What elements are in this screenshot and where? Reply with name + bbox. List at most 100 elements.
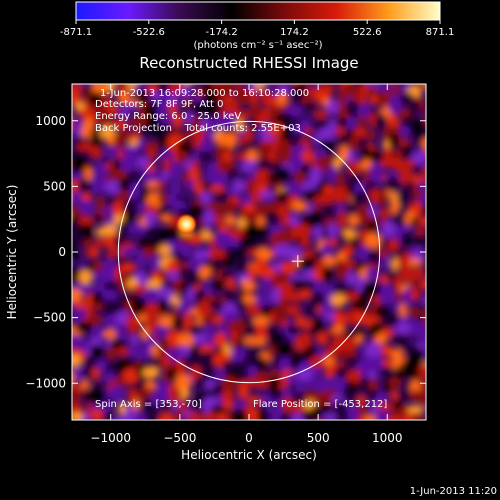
heatmap-texture-blob xyxy=(59,95,69,108)
heatmap-texture-blob xyxy=(421,203,426,215)
heatmap-texture-blob xyxy=(307,210,323,227)
heatmap-texture-blob xyxy=(303,306,316,317)
heatmap-texture-blob xyxy=(72,231,86,248)
heatmap-texture-blob xyxy=(89,92,104,104)
y-tick-label: 0 xyxy=(58,245,66,259)
heatmap-texture-blob xyxy=(390,257,399,272)
heatmap-texture-blob xyxy=(84,306,95,317)
heatmap-texture-blob xyxy=(78,270,93,286)
heatmap-texture-blob xyxy=(277,92,289,107)
heatmap-texture-blob xyxy=(279,414,293,420)
heatmap-texture-blob xyxy=(279,84,290,96)
heatmap-texture-blob xyxy=(346,271,357,287)
heatmap-texture-blob xyxy=(417,364,426,379)
heatmap-texture-blob xyxy=(241,280,257,292)
heatmap-texture-blob xyxy=(205,102,219,118)
info-energy-range: Energy Range: 6.0 - 25.0 keV xyxy=(95,111,241,122)
heatmap-texture-blob xyxy=(136,202,148,212)
heatmap-texture-blob xyxy=(324,365,334,379)
heatmap-texture-blob xyxy=(77,178,91,193)
heatmap-texture-blob xyxy=(158,412,175,420)
heatmap-texture-blob xyxy=(301,409,314,420)
heatmap-texture-blob xyxy=(179,345,190,357)
heatmap-texture-blob xyxy=(330,293,348,306)
heatmap-texture-blob xyxy=(209,84,215,85)
heatmap-texture-blob xyxy=(121,262,136,274)
heatmap-texture-blob xyxy=(342,389,358,402)
heatmap-texture-blob xyxy=(332,376,345,394)
heatmap-texture-blob xyxy=(73,366,84,381)
x-tick-label: 500 xyxy=(307,431,330,445)
heatmap-texture-blob xyxy=(370,295,382,306)
heatmap-texture-blob xyxy=(117,92,132,105)
heatmap-texture-blob xyxy=(277,298,289,315)
heatmap-texture-blob xyxy=(397,189,409,206)
colorbar-tick-label: -522.6 xyxy=(133,27,165,38)
heatmap-texture-blob xyxy=(409,320,426,337)
heatmap-texture-blob xyxy=(285,304,301,317)
heatmap-texture-blob xyxy=(428,96,437,107)
heatmap-texture-blob xyxy=(381,221,397,238)
heatmap-texture-blob xyxy=(72,390,81,403)
heatmap-texture-blob xyxy=(259,190,275,200)
heatmap-texture-blob xyxy=(91,70,106,78)
heatmap-texture-blob xyxy=(428,82,438,92)
heatmap-texture-blob xyxy=(427,269,437,284)
heatmap-texture-blob xyxy=(339,336,358,353)
heatmap-texture-blob xyxy=(303,102,318,112)
heatmap-texture-blob xyxy=(198,151,213,162)
heatmap-texture-blob xyxy=(132,297,148,314)
heatmap-texture-blob xyxy=(91,367,100,381)
heatmap-texture-blob xyxy=(407,405,425,415)
heatmap-texture-blob xyxy=(336,135,350,148)
heatmap-texture-blob xyxy=(315,417,324,420)
heatmap-texture-blob xyxy=(213,314,223,326)
heatmap-texture-blob xyxy=(170,165,181,182)
y-tick-label: −1000 xyxy=(25,376,66,390)
heatmap-texture-blob xyxy=(103,329,118,340)
heatmap-texture-blob xyxy=(129,343,140,358)
heatmap-texture-blob xyxy=(242,328,261,338)
heatmap-texture-blob xyxy=(411,175,423,184)
heatmap-texture-blob xyxy=(90,246,100,258)
heatmap-texture-blob xyxy=(277,190,291,201)
heatmap-texture-blob xyxy=(91,103,106,114)
heatmap-texture-blob xyxy=(171,308,180,318)
heatmap-texture-blob xyxy=(171,316,184,328)
heatmap-texture-blob xyxy=(409,280,423,290)
heatmap-texture-blob xyxy=(422,84,426,90)
heatmap-texture-blob xyxy=(264,212,280,225)
heatmap-texture-blob xyxy=(347,407,360,420)
heatmap-texture-blob xyxy=(367,220,376,237)
heatmap-texture-blob xyxy=(211,172,228,186)
heatmap-texture-blob xyxy=(276,151,293,165)
heatmap-texture-blob xyxy=(293,170,306,186)
heatmap-texture-blob xyxy=(378,208,390,220)
heatmap-texture-blob xyxy=(388,101,402,115)
heatmap-texture-blob xyxy=(389,198,399,216)
heatmap-texture-blob xyxy=(158,297,168,315)
colorbar: -871.1 -522.6 -174.2 174.2 522.6 871.1 (photo… xyxy=(60,1,454,51)
heatmap-texture-blob xyxy=(352,127,369,139)
heatmap-texture-blob xyxy=(122,368,140,386)
heatmap-texture-blob xyxy=(127,170,140,186)
heatmap-texture-blob xyxy=(200,191,212,205)
heatmap-texture-blob xyxy=(118,178,131,192)
heatmap-texture-blob xyxy=(59,207,70,217)
heatmap-texture-blob xyxy=(151,90,161,102)
colorbar-tick-label: -871.1 xyxy=(60,27,92,38)
heatmap-texture-blob xyxy=(201,412,218,420)
heatmap-texture-blob xyxy=(179,86,191,99)
heatmap-texture-blob xyxy=(59,273,70,281)
heatmap-texture-blob xyxy=(335,172,345,184)
heatmap-texture-blob xyxy=(296,384,305,393)
info-method-counts: Back Projection Total counts: 2.55E+03 xyxy=(95,123,301,134)
heatmap-texture-blob xyxy=(217,224,228,233)
heatmap-texture-blob xyxy=(320,284,336,296)
heatmap-texture-blob xyxy=(227,168,236,180)
heatmap-texture-blob xyxy=(388,377,402,389)
heatmap-texture-blob xyxy=(255,337,267,347)
heatmap-texture-blob xyxy=(91,113,102,124)
heatmap-texture-blob xyxy=(403,413,414,420)
heatmap-texture-blob xyxy=(100,224,118,237)
